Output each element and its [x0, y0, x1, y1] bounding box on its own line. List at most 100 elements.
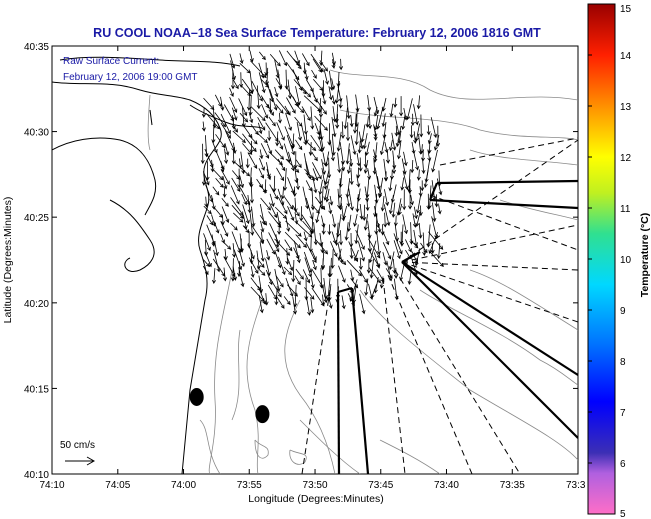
- current-vector: [370, 284, 377, 299]
- current-vector: [321, 90, 327, 105]
- current-vector: [285, 112, 293, 131]
- current-vector: [312, 168, 319, 182]
- current-vector: [363, 159, 369, 174]
- current-vector: [257, 132, 268, 144]
- current-vector: [426, 125, 431, 136]
- current-vector: [241, 85, 252, 97]
- current-vector: [379, 276, 384, 289]
- current-vector: [258, 294, 264, 314]
- current-vector: [327, 157, 332, 179]
- current-vector: [314, 123, 321, 136]
- current-vector: [251, 81, 263, 102]
- current-vector: [277, 112, 282, 124]
- current-vector: [212, 186, 220, 196]
- current-vector: [301, 106, 311, 122]
- current-vector: [301, 86, 312, 98]
- current-vector: [211, 268, 217, 285]
- current-vector: [321, 223, 326, 235]
- current-vector: [393, 233, 403, 255]
- x-tick-label: 74:10: [39, 480, 64, 491]
- current-vector: [269, 54, 281, 67]
- colorbar-tick-label: 10: [620, 255, 632, 266]
- current-vector: [322, 285, 328, 304]
- current-vector: [202, 265, 209, 276]
- current-vector: [409, 125, 414, 139]
- current-vector: [312, 79, 324, 91]
- current-vector: [382, 242, 392, 260]
- current-vector: [220, 221, 229, 237]
- current-vector: [213, 249, 221, 273]
- current-vector: [241, 193, 248, 206]
- current-vector: [330, 249, 335, 269]
- current-vector: [334, 104, 339, 124]
- current-vector: [413, 104, 419, 126]
- current-vector: [413, 206, 418, 220]
- current-vector: [402, 189, 407, 211]
- current-vector: [346, 95, 351, 120]
- current-vector: [401, 114, 406, 131]
- current-vector: [315, 204, 321, 224]
- current-vector: [223, 267, 228, 282]
- current-vector: [287, 257, 294, 272]
- current-vector: [214, 112, 227, 128]
- current-vector: [345, 122, 350, 142]
- current-vector: [426, 224, 431, 248]
- current-vector: [258, 168, 265, 179]
- current-vector: [274, 249, 282, 269]
- current-vector: [294, 212, 299, 225]
- current-vector: [278, 140, 284, 150]
- current-vector: [416, 194, 422, 214]
- current-vector: [203, 233, 211, 252]
- current-vector: [428, 231, 439, 254]
- current-vector: [324, 169, 330, 186]
- station-marker: [189, 387, 204, 406]
- current-vector: [238, 98, 248, 117]
- current-vector: [222, 176, 228, 190]
- current-vector: [405, 249, 412, 260]
- y-tick-label: 40:15: [24, 384, 49, 395]
- current-vector: [258, 51, 266, 61]
- current-vector: [402, 214, 408, 235]
- current-vector: [312, 58, 323, 73]
- colorbar: [587, 3, 616, 515]
- current-vector: [274, 86, 279, 98]
- current-vector: [434, 194, 439, 208]
- current-vector: [277, 158, 286, 172]
- current-vector: [310, 106, 315, 130]
- current-vector: [330, 241, 338, 258]
- current-vector: [266, 250, 271, 261]
- current-vector: [393, 240, 401, 260]
- colorbar-tick-label: 9: [620, 306, 626, 317]
- current-vector: [267, 104, 274, 116]
- current-vector: [319, 140, 324, 153]
- current-vector: [331, 133, 336, 157]
- current-vector: [399, 96, 404, 117]
- current-vector: [230, 222, 238, 231]
- current-vector: [389, 103, 394, 118]
- current-vector: [261, 103, 269, 119]
- current-vector: [373, 106, 378, 117]
- current-vector: [283, 296, 291, 306]
- current-vector: [299, 206, 304, 222]
- current-vector: [284, 196, 294, 210]
- current-vector: [213, 169, 224, 181]
- current-vector: [421, 158, 426, 175]
- current-vector: [420, 180, 425, 192]
- current-vector: [415, 211, 421, 228]
- current-vector: [365, 141, 370, 156]
- current-vector: [323, 179, 330, 201]
- surface-current-vectors: [200, 50, 444, 316]
- current-vector: [222, 241, 232, 250]
- current-vector: [231, 177, 241, 193]
- current-vector: [220, 96, 225, 111]
- current-vector: [374, 213, 379, 235]
- current-vector: [374, 114, 379, 131]
- current-vector: [232, 243, 237, 258]
- current-vector: [409, 239, 419, 249]
- current-vector: [285, 248, 290, 265]
- current-vector: [321, 294, 326, 307]
- current-vector: [395, 126, 402, 148]
- current-vector: [336, 131, 342, 152]
- current-vector: [345, 143, 350, 165]
- current-vector: [437, 204, 442, 215]
